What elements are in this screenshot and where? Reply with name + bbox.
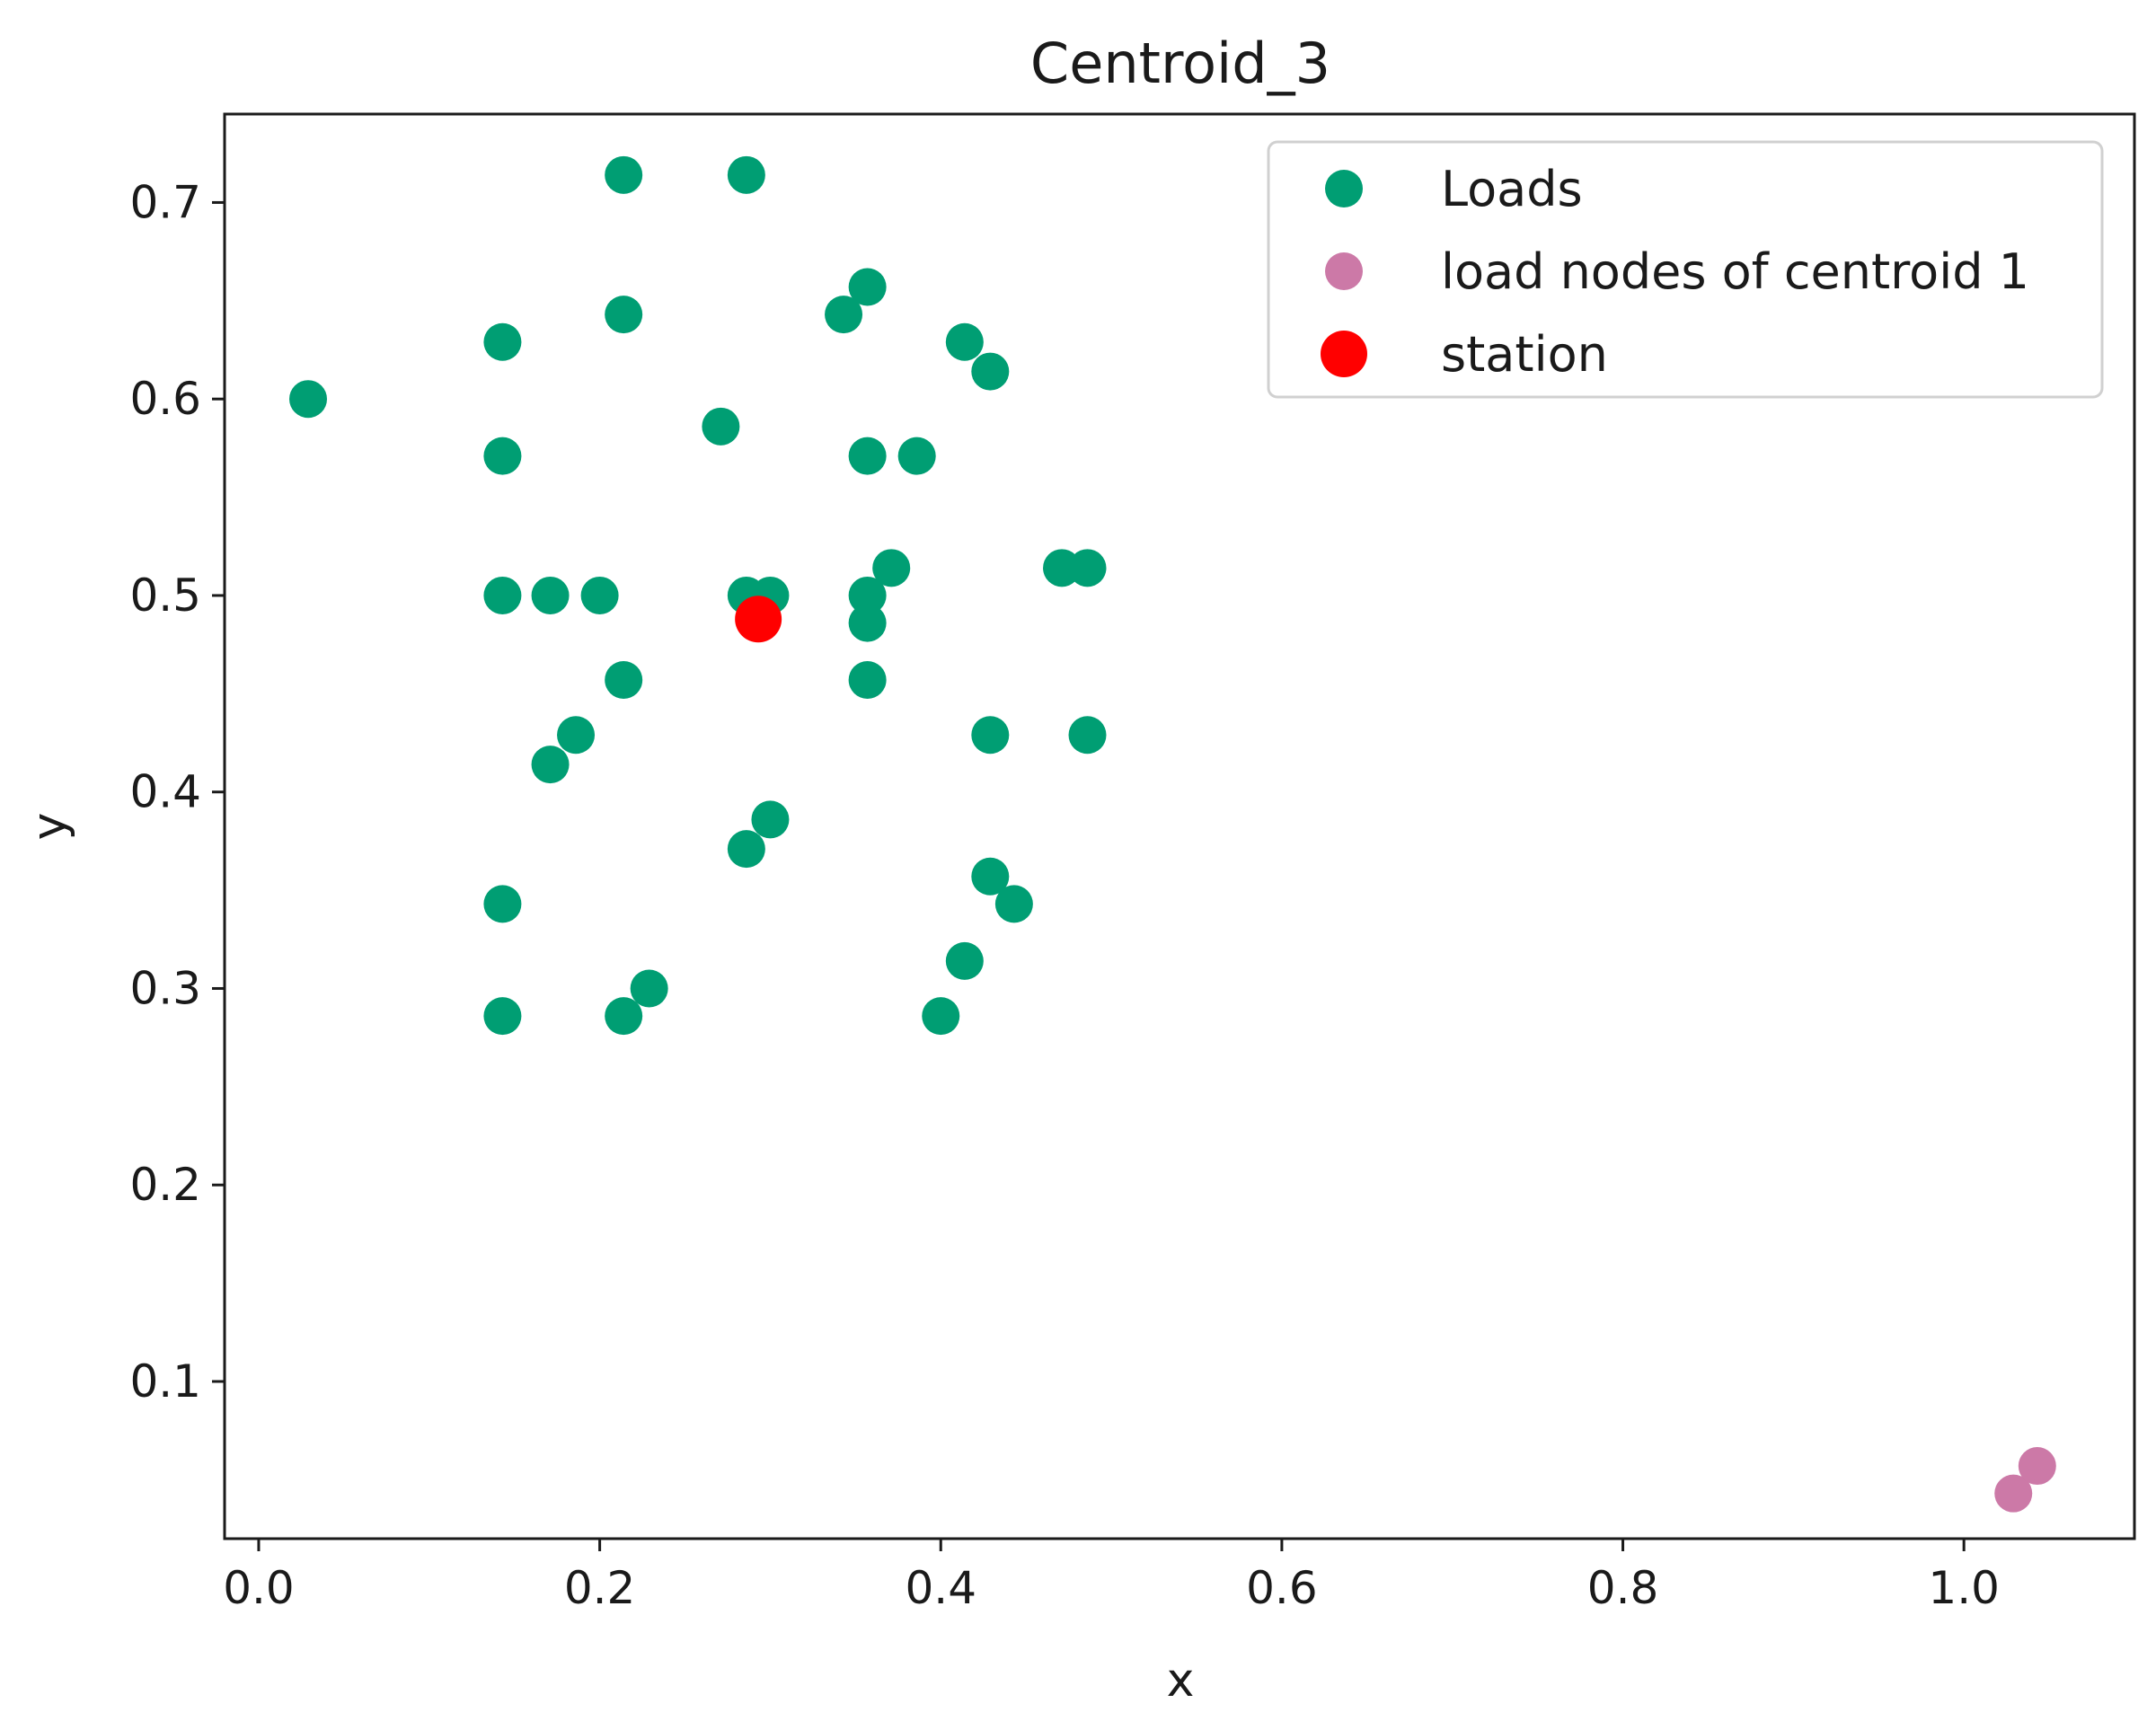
loads-point	[605, 997, 643, 1036]
loads-point	[483, 322, 522, 361]
y-tick-label: 0.2	[129, 1159, 201, 1211]
legend-label-station: station	[1441, 326, 1608, 383]
loads-point	[289, 380, 328, 419]
loads-point	[580, 576, 619, 614]
x-tick-label: 0.0	[223, 1562, 295, 1614]
chart-title: Centroid_3	[1030, 31, 1330, 96]
loads-point	[848, 604, 887, 642]
loads-point	[605, 155, 643, 194]
legend: Loads load nodes of centroid 1 station	[1267, 140, 2104, 399]
legend-label-load-nodes-of-centroid-1: load nodes of centroid 1	[1441, 243, 2029, 300]
loads-point	[922, 997, 960, 1036]
loads-point	[605, 661, 643, 700]
loads-point	[702, 407, 740, 446]
x-tick-label: 0.2	[564, 1562, 636, 1614]
x-tick-label: 0.8	[1587, 1562, 1659, 1614]
loads-point	[994, 885, 1033, 923]
loads-point	[751, 800, 790, 839]
x-tick-label: 0.6	[1246, 1562, 1318, 1614]
loads-point	[727, 155, 765, 194]
loads-point	[727, 830, 765, 869]
legend-label-loads: Loads	[1441, 161, 1583, 217]
loads-point	[971, 857, 1010, 896]
loads-point	[1068, 716, 1107, 755]
loads-point	[848, 576, 887, 614]
loads-point	[483, 576, 522, 614]
loads-point	[483, 885, 522, 923]
loads-point	[971, 716, 1010, 755]
plot-area	[289, 155, 2056, 1513]
x-tick-label: 0.4	[905, 1562, 976, 1614]
loads-point	[971, 352, 1010, 391]
loads-point	[897, 437, 936, 475]
load-nodes-of-centroid-1-point	[2018, 1447, 2056, 1486]
load-nodes-of-centroid-1-point	[1994, 1474, 2033, 1513]
y-axis: 0.1 0.2 0.3 0.4 0.5 0.6 0.7	[129, 176, 225, 1408]
loads-point	[531, 746, 570, 784]
legend-marker-station	[1321, 331, 1367, 377]
loads-point	[945, 322, 984, 361]
legend-marker-loads	[1325, 170, 1363, 207]
y-tick-label: 0.7	[129, 176, 201, 228]
x-axis-label: x	[1167, 1654, 1195, 1708]
y-tick-label: 0.3	[129, 962, 201, 1014]
loads-point	[848, 661, 887, 700]
x-tick-label: 1.0	[1928, 1562, 2000, 1614]
loads-point	[848, 437, 887, 475]
plot-frame	[223, 112, 2136, 1540]
loads-point	[630, 969, 668, 1008]
y-tick-label: 0.6	[129, 373, 201, 425]
loads-point	[483, 437, 522, 475]
legend-box	[1267, 140, 2104, 399]
loads-point	[557, 716, 596, 755]
loads-point	[1068, 549, 1107, 587]
y-tick-label: 0.4	[129, 766, 201, 818]
loads-point	[825, 296, 863, 334]
y-tick-label: 0.5	[129, 569, 201, 622]
loads-point	[848, 268, 887, 306]
y-tick-label: 0.1	[129, 1355, 201, 1408]
loads-point	[945, 941, 984, 980]
loads-point	[483, 997, 522, 1036]
station-point	[735, 596, 782, 643]
legend-marker-load-nodes-of-centroid-1	[1325, 252, 1363, 290]
x-axis: 0.0 0.2 0.4 0.6 0.8 1.0	[223, 1539, 2000, 1614]
y-axis-label: y	[22, 813, 76, 841]
loads-point	[872, 549, 911, 587]
loads-point	[531, 576, 570, 614]
loads-point	[605, 296, 643, 334]
